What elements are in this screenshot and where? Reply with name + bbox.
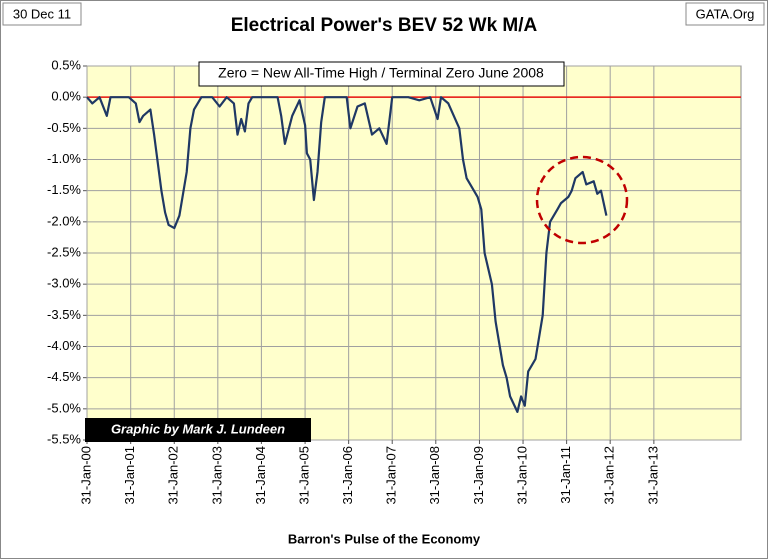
y-tick-label: -3.5% bbox=[47, 307, 81, 322]
chart-title: Electrical Power's BEV 52 Wk M/A bbox=[231, 15, 538, 36]
highlight-circle bbox=[535, 155, 629, 245]
x-tick-label: 31-Jan-03 bbox=[209, 446, 224, 505]
x-tick-label: 31-Jan-04 bbox=[253, 446, 268, 505]
y-tick-label: -1.0% bbox=[47, 151, 81, 166]
date-box bbox=[2, 2, 82, 26]
x-tick-label: 31-Jan-02 bbox=[166, 446, 181, 505]
x-tick-label: 31-Jan-10 bbox=[514, 446, 529, 505]
y-tick-label: -5.0% bbox=[47, 400, 81, 415]
x-tick-label: 31-Jan-12 bbox=[602, 446, 617, 505]
x-tick-label: 31-Jan-06 bbox=[340, 446, 355, 505]
x-tick-label: 31-Jan-07 bbox=[384, 446, 399, 505]
source-label: GATA.Org bbox=[696, 6, 755, 21]
x-tick-label: 31-Jan-13 bbox=[645, 446, 660, 505]
plot: 0.5% 0.0% -0.5% -1.0% -1.5% -2.0% -2.5% -3.0% -3… bbox=[47, 57, 741, 505]
y-tick-label: -2.5% bbox=[47, 244, 81, 259]
y-tick-label: -2.0% bbox=[47, 213, 81, 228]
x-tick-label: 31-Jan-09 bbox=[471, 446, 486, 505]
annotation-box bbox=[198, 61, 565, 87]
x-tick-label: 31-Jan-00 bbox=[78, 446, 93, 505]
y-tick-label: -5.5% bbox=[47, 431, 81, 446]
credit-box bbox=[85, 418, 311, 442]
source-box bbox=[685, 2, 765, 26]
x-tick-label: 31-Jan-08 bbox=[427, 446, 442, 505]
date-label: 30 Dec 11 bbox=[13, 6, 71, 21]
y-tick-label: -4.0% bbox=[47, 338, 81, 353]
x-tick-label: 31-Jan-05 bbox=[297, 446, 312, 505]
x-axis-label: Barron's Pulse of the Economy bbox=[288, 531, 481, 546]
x-tick-label: 31-Jan-11 bbox=[558, 446, 573, 504]
y-tick-label: 0.5% bbox=[51, 57, 81, 72]
y-tick-label: -0.5% bbox=[47, 120, 81, 135]
credit: Graphic by Mark J. Lundeen bbox=[111, 421, 285, 436]
y-tick-label: 0.0% bbox=[51, 89, 81, 104]
annotation: Zero = New All-Time High / Terminal Zero… bbox=[218, 65, 544, 81]
x-tick-label: 31-Jan-01 bbox=[122, 446, 137, 505]
y-tick-label: -3.0% bbox=[47, 276, 81, 291]
y-tick-label: -4.5% bbox=[47, 369, 81, 384]
y-tick-label: -1.5% bbox=[47, 182, 81, 197]
data-line bbox=[86, 96, 608, 413]
